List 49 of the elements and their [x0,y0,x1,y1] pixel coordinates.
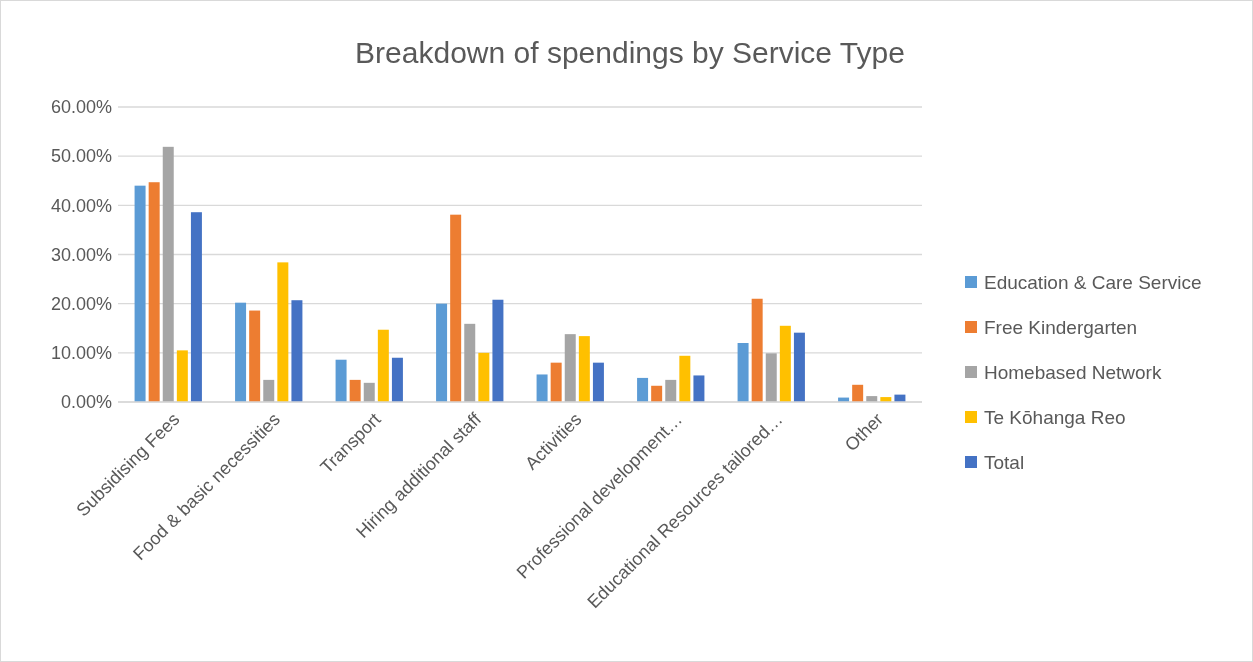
legend-label: Te Kōhanga Reo [984,406,1126,428]
bar [436,303,448,402]
bar [464,323,476,402]
bar [377,329,389,402]
bar [190,212,202,402]
bar [592,362,604,402]
y-tick-label: 50.00% [50,146,112,167]
legend-label: Homebased Network [984,361,1162,383]
y-tick-label: 60.00% [50,97,112,118]
chart-title: Breakdown of spendings by Service Type [355,36,905,69]
bar [536,374,548,402]
bar [779,325,791,402]
y-tick-label: 30.00% [50,244,112,265]
bar [148,182,160,402]
bar [751,298,763,402]
bar [550,362,562,402]
bar [277,262,289,402]
bar [235,302,247,402]
bar [492,299,504,402]
y-tick-label: 0.00% [60,392,112,413]
bar [578,336,590,402]
bar [693,375,705,402]
bar [793,332,805,402]
y-tick-label: 40.00% [50,195,112,216]
y-tick-label: 20.00% [50,293,112,314]
bar [450,214,462,402]
bar [765,353,777,402]
bar [249,310,261,402]
bar [391,357,403,402]
bar [349,379,361,402]
bar [852,384,864,402]
bar [478,352,490,402]
legend-label: Free Kindergarten [984,316,1138,338]
bar [651,385,663,402]
bar [564,334,576,402]
bar [176,350,188,402]
legend-label: Total [984,451,1025,473]
bar [291,300,303,402]
bar [679,355,691,402]
bar [335,359,347,402]
bar [134,185,146,402]
legend-label: Education & Care Service [984,271,1202,293]
bar [263,379,275,402]
bar [637,377,649,402]
bar [737,343,749,402]
y-tick-label: 10.00% [50,343,112,364]
bar [665,379,677,402]
bar [363,382,375,402]
bar [162,146,174,402]
